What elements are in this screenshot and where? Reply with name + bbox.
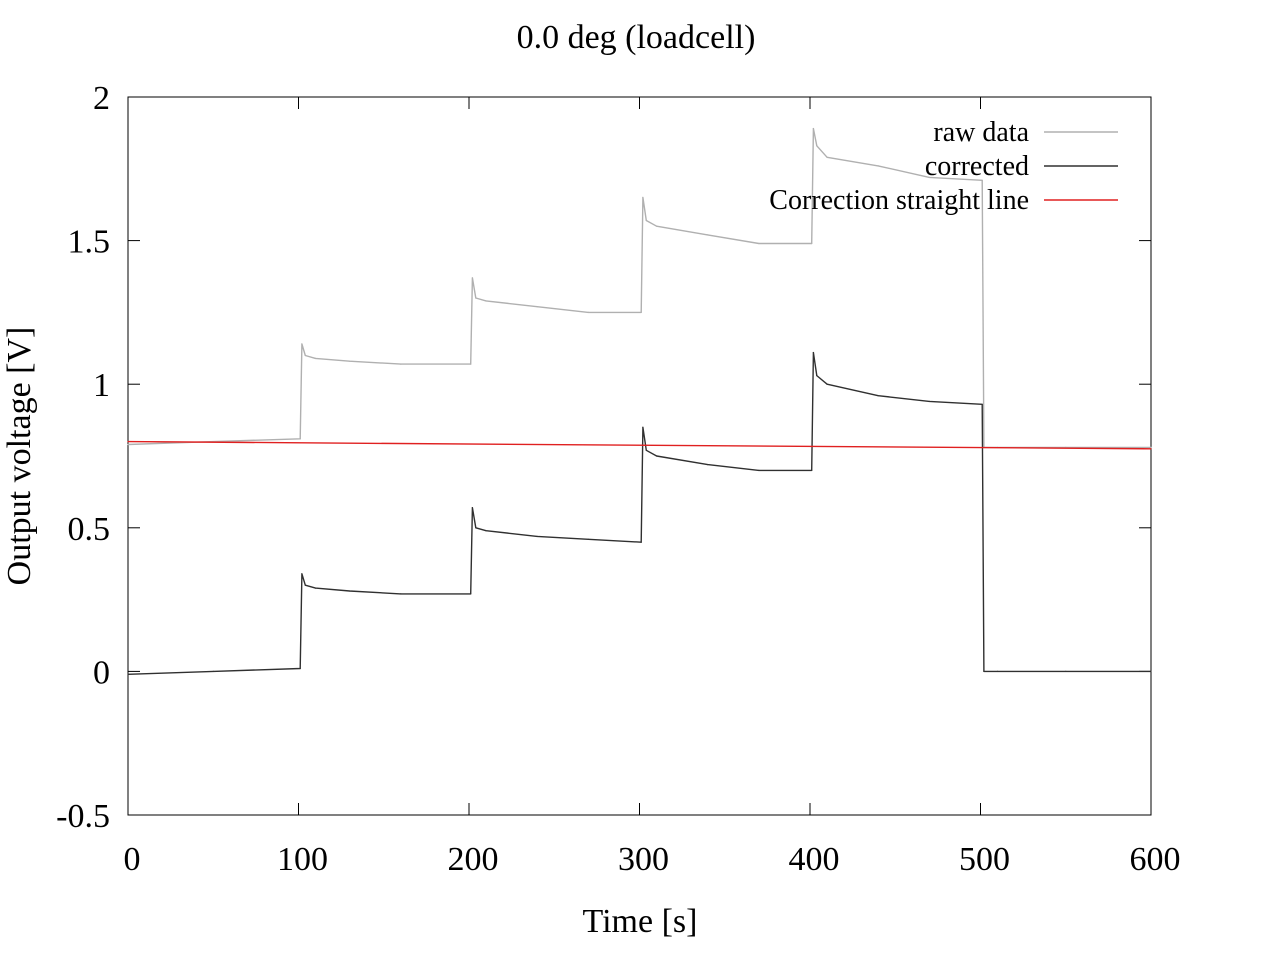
data-point <box>656 225 658 227</box>
data-point <box>645 449 647 451</box>
series-line-1 <box>127 351 1151 675</box>
data-point <box>299 438 301 440</box>
series-lines <box>127 127 1152 675</box>
y-tick-label: 0 <box>93 654 110 691</box>
data-point <box>349 590 351 592</box>
data-point <box>314 357 317 359</box>
data-point <box>299 667 301 670</box>
legend-label: Correction straight line <box>769 185 1029 216</box>
data-point <box>656 455 658 457</box>
x-tick-label: 600 <box>1130 841 1181 878</box>
chart-title: 0.0 deg (loadcell) <box>517 19 756 56</box>
data-point <box>587 311 590 313</box>
data-point <box>640 541 642 543</box>
data-point <box>983 670 985 673</box>
data-point <box>304 354 306 357</box>
data-point <box>212 670 214 673</box>
data-point <box>127 441 129 443</box>
data-point <box>1150 448 1152 450</box>
data-point <box>816 375 818 377</box>
data-point <box>928 176 931 178</box>
data-point <box>127 443 129 446</box>
data-point <box>475 297 477 299</box>
data-point <box>642 426 644 428</box>
y-tick-label: 2 <box>93 80 110 117</box>
data-point <box>928 400 931 402</box>
data-point <box>301 343 303 345</box>
data-point <box>981 403 983 405</box>
data-point <box>400 363 402 365</box>
data-point <box>826 383 828 385</box>
data-point <box>758 469 760 471</box>
data-point <box>1150 670 1152 673</box>
data-point <box>536 535 538 538</box>
data-point <box>471 277 473 279</box>
data-point <box>400 593 402 595</box>
data-point <box>1065 670 1067 673</box>
data-point <box>707 234 709 236</box>
data-point <box>349 360 351 362</box>
data-point <box>707 464 709 466</box>
y-tick-label: -0.5 <box>56 798 110 835</box>
x-tick-label: 200 <box>448 841 499 878</box>
x-tick-label: 0 <box>124 841 141 878</box>
y-tick-label: 0.5 <box>68 511 111 548</box>
data-point <box>996 670 999 673</box>
x-tick-label: 500 <box>959 841 1010 878</box>
data-point <box>645 219 647 222</box>
y-axis-label: Output voltage [V] <box>1 327 38 586</box>
y-tick-label: 1 <box>93 367 110 404</box>
legend-label: corrected <box>925 151 1029 182</box>
data-point <box>758 242 760 245</box>
data-point <box>470 593 472 595</box>
legend-label: raw data <box>933 117 1029 148</box>
data-point <box>127 673 129 675</box>
data-point <box>471 507 473 509</box>
data-point <box>812 352 815 354</box>
data-point <box>877 165 879 167</box>
x-tick-label: 400 <box>789 841 840 878</box>
x-tick-label: 100 <box>277 841 328 878</box>
data-point <box>301 573 303 575</box>
series-line-2 <box>127 440 1152 450</box>
x-tick-label: 300 <box>618 841 669 878</box>
data-point <box>816 145 818 147</box>
data-point <box>812 128 815 130</box>
data-point <box>475 527 477 529</box>
data-point <box>640 311 642 313</box>
data-point <box>485 530 487 532</box>
data-point <box>304 584 306 586</box>
data-point <box>826 156 828 158</box>
data-point <box>1150 446 1152 448</box>
data-point <box>981 179 983 181</box>
data-point <box>811 469 813 471</box>
data-point <box>470 363 472 365</box>
y-tick-label: 1.5 <box>68 224 111 261</box>
data-point <box>587 538 590 540</box>
data-point <box>811 242 813 245</box>
data-point <box>485 300 487 302</box>
data-point <box>642 196 644 199</box>
axis-ticks: 0 100 200 300 400 500 600 -0.5 0 0.5 1 1.5 2 <box>56 80 1180 878</box>
data-point <box>877 395 879 397</box>
x-axis-label: Time [s] <box>583 903 698 940</box>
data-point <box>314 587 317 589</box>
data-point <box>536 306 538 308</box>
